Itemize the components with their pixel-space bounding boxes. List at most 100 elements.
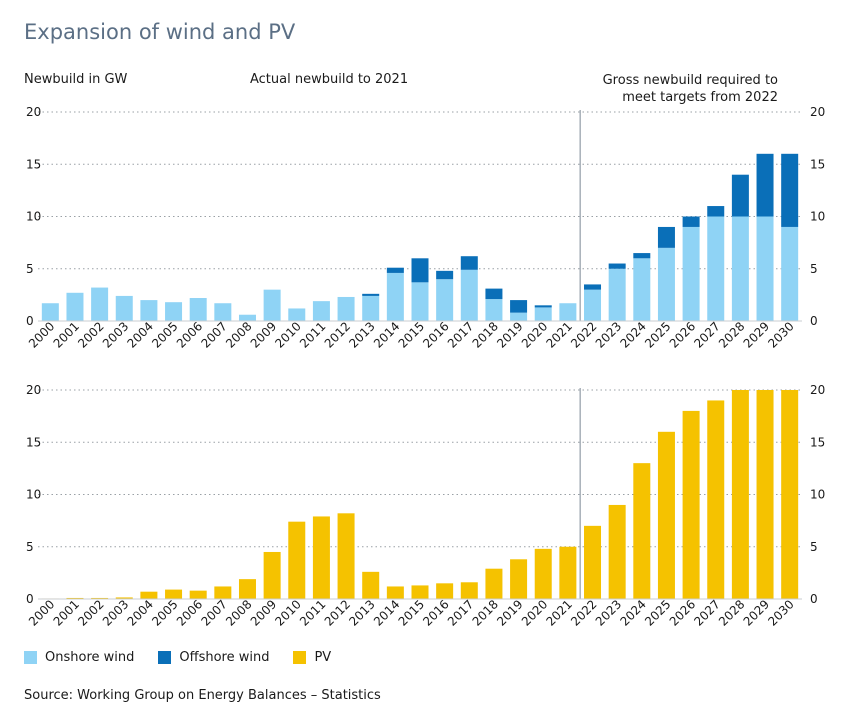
- pv-xtick: 2029: [741, 597, 772, 628]
- pv-bar-pv-2008: [238, 579, 256, 599]
- legend: Onshore wind Offshore wind PV: [24, 650, 331, 665]
- wind-bar-onshore-wind-2018: [485, 299, 503, 321]
- pv-xtick: 2006: [174, 597, 205, 628]
- pv-ytick-right: 20: [810, 383, 825, 397]
- wind-xtick: 2023: [593, 319, 624, 350]
- pv-ytick-left: 20: [26, 383, 41, 397]
- pv-bar-pv-2019: [510, 559, 528, 599]
- wind-xtick: 2003: [100, 319, 131, 350]
- wind-xtick: 2021: [543, 319, 574, 350]
- y-axis-label: Newbuild in GW: [24, 72, 128, 87]
- pv-bar-pv-2004: [140, 591, 158, 599]
- pv-bar-pv-2001: [66, 597, 84, 599]
- legend-swatch-offshore: [158, 651, 172, 664]
- pv-bar-pv-2010: [288, 521, 306, 599]
- wind-xtick: 2011: [297, 319, 328, 350]
- wind-xtick: 2001: [51, 319, 82, 350]
- pv-bar-pv-2027: [707, 400, 725, 599]
- pv-bar-pv-2017: [460, 582, 478, 599]
- pv-bar-pv-2024: [633, 463, 651, 599]
- legend-item-offshore: Offshore wind: [158, 650, 269, 665]
- pv-bar-pv-2030: [781, 390, 799, 599]
- pv-xtick: 2011: [297, 597, 328, 628]
- pv-bar-pv-2023: [608, 504, 626, 599]
- legend-label-offshore: Offshore wind: [179, 650, 270, 665]
- wind-ytick-left: 20: [26, 105, 41, 119]
- legend-label-pv: PV: [314, 650, 332, 665]
- wind-bar-onshore-wind-2028: [731, 216, 749, 321]
- wind-ytick-right: 5: [810, 262, 818, 276]
- pv-ytick-left: 5: [26, 540, 34, 554]
- pv-bar-pv-2015: [411, 585, 429, 599]
- wind-xtick: 2026: [667, 319, 698, 350]
- wind-xtick: 2009: [248, 319, 279, 350]
- pv-bar-pv-2005: [165, 589, 183, 599]
- pv-bar-pv-2014: [386, 586, 404, 599]
- pv-bar-pv-2002: [91, 597, 109, 599]
- wind-xtick: 2008: [223, 319, 254, 350]
- chart-title: Expansion of wind and PV: [24, 20, 296, 44]
- wind-bar-offshore-wind-2023: [608, 263, 626, 269]
- wind-bar-onshore-wind-2003: [115, 295, 133, 321]
- wind-xtick: 2012: [322, 319, 353, 350]
- wind-bar-offshore-wind-2028: [731, 174, 749, 217]
- annotation-required: Gross newbuild required to meet targets …: [603, 72, 778, 106]
- wind-bar-onshore-wind-2029: [756, 216, 774, 321]
- pv-xtick: 2009: [248, 597, 279, 628]
- pv-xtick: 2008: [223, 597, 254, 628]
- pv-xtick: 2025: [642, 597, 673, 628]
- pv-bar-pv-2006: [189, 590, 207, 599]
- wind-bar-onshore-wind-2009: [263, 289, 281, 321]
- pv-xtick: 2017: [445, 597, 476, 628]
- wind-bar-offshore-wind-2030: [781, 153, 799, 227]
- wind-bar-offshore-wind-2019: [510, 300, 528, 313]
- wind-xtick: 2007: [198, 319, 229, 350]
- pv-xtick: 2022: [568, 597, 599, 628]
- wind-bar-onshore-wind-2021: [559, 303, 577, 321]
- legend-swatch-pv: [293, 651, 307, 664]
- pv-ytick-right: 5: [810, 540, 818, 554]
- wind-bar-onshore-wind-2000: [41, 303, 59, 321]
- pv-ytick-right: 15: [810, 435, 825, 449]
- wind-bar-offshore-wind-2016: [436, 270, 454, 280]
- pv-xtick: 2012: [322, 597, 353, 628]
- wind-xtick: 2029: [741, 319, 772, 350]
- wind-ytick-left: 10: [26, 210, 41, 224]
- wind-bar-onshore-wind-2022: [584, 289, 602, 321]
- wind-xtick: 2016: [420, 319, 451, 350]
- pv-xtick: 2005: [149, 597, 180, 628]
- pv-xtick: 2016: [420, 597, 451, 628]
- pv-xtick: 2002: [75, 597, 106, 628]
- wind-bar-onshore-wind-2016: [436, 279, 454, 321]
- wind-bar-onshore-wind-2026: [682, 226, 700, 321]
- wind-bar-onshore-wind-2010: [288, 308, 306, 321]
- wind-bar-offshore-wind-2027: [707, 206, 725, 217]
- pv-xtick: 2030: [765, 597, 796, 628]
- pv-bar-pv-2011: [312, 516, 330, 599]
- pv-xtick: 2013: [346, 597, 377, 628]
- wind-ytick-left: 0: [26, 314, 34, 328]
- wind-xtick: 2006: [174, 319, 205, 350]
- pv-bar-pv-2016: [436, 583, 454, 599]
- wind-bar-offshore-wind-2026: [682, 216, 700, 227]
- wind-xtick: 2017: [445, 319, 476, 350]
- wind-bar-onshore-wind-2030: [781, 226, 799, 321]
- wind-xtick: 2010: [272, 319, 303, 350]
- pv-xtick: 2019: [494, 597, 525, 628]
- wind-bar-onshore-wind-2006: [189, 298, 207, 321]
- wind-bar-onshore-wind-2012: [337, 296, 355, 321]
- wind-bar-onshore-wind-2027: [707, 216, 725, 321]
- wind-ytick-left: 5: [26, 262, 34, 276]
- wind-xtick: 2004: [125, 319, 156, 350]
- pv-xtick: 2023: [593, 597, 624, 628]
- pv-bar-pv-2021: [559, 546, 577, 599]
- wind-bar-onshore-wind-2014: [386, 272, 404, 321]
- wind-bar-offshore-wind-2020: [534, 305, 552, 308]
- wind-xtick: 2027: [691, 319, 722, 350]
- pv-bar-pv-2022: [584, 525, 602, 599]
- pv-xtick: 2001: [51, 597, 82, 628]
- legend-item-onshore: Onshore wind: [24, 650, 134, 665]
- wind-bar-offshore-wind-2014: [386, 267, 404, 273]
- wind-xtick: 2015: [396, 319, 427, 350]
